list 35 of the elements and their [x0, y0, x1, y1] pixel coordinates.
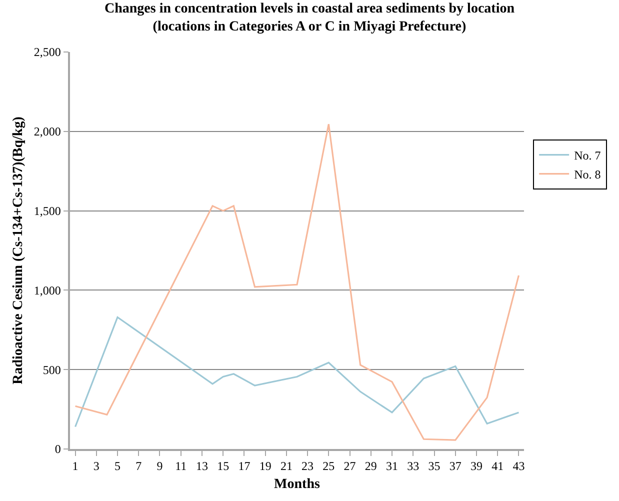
y-tick-label: 2,500: [34, 45, 61, 60]
x-tick-label: 27: [344, 459, 356, 474]
x-tick-label: 29: [364, 459, 377, 474]
x-tick-label: 31: [386, 459, 398, 474]
legend-label: No. 8: [574, 168, 601, 182]
x-tick-label: 37: [449, 459, 462, 474]
y-tick-label: 1,000: [34, 283, 61, 298]
y-tick-label: 2,000: [34, 124, 61, 139]
x-axis-title: Months: [274, 476, 320, 492]
x-tick-label: 11: [175, 459, 187, 474]
x-tick-label: 17: [238, 459, 250, 474]
x-tick-label: 41: [492, 459, 504, 474]
x-tick-label: 21: [280, 459, 292, 474]
x-tick-label: 43: [512, 459, 525, 474]
chart-title: Changes in concentration levels in coastal area sediments by location (locations in Categories A or C in Miyagi Prefecture): [104, 2, 515, 35]
x-tick-label: 1: [72, 459, 78, 474]
x-tick-label: 7: [136, 459, 142, 474]
y-tick-label: 0: [54, 442, 61, 456]
x-tick-label: 9: [156, 459, 163, 474]
x-tick-label: 23: [302, 459, 314, 474]
x-tick-label: 3: [93, 459, 100, 474]
y-axis-title: Radioactive Cesium (Cs-134+Cs-137)(Bq/kg): [10, 116, 26, 384]
x-tick-label: 33: [407, 459, 420, 474]
y-tick-label: 500: [42, 362, 61, 377]
line-series: [74, 316, 520, 428]
x-tick-label: 19: [259, 459, 272, 474]
line-series: [74, 123, 520, 441]
x-tick-label: 13: [196, 459, 208, 474]
x-tick-label: 39: [470, 459, 482, 474]
x-tick-label: 35: [428, 459, 440, 474]
legend-label: No. 7: [574, 148, 601, 163]
x-tick-label: 5: [114, 459, 121, 474]
x-tick-label: 25: [322, 459, 335, 474]
x-tick-label: 15: [217, 459, 230, 474]
y-tick-label: 1,500: [34, 204, 61, 218]
